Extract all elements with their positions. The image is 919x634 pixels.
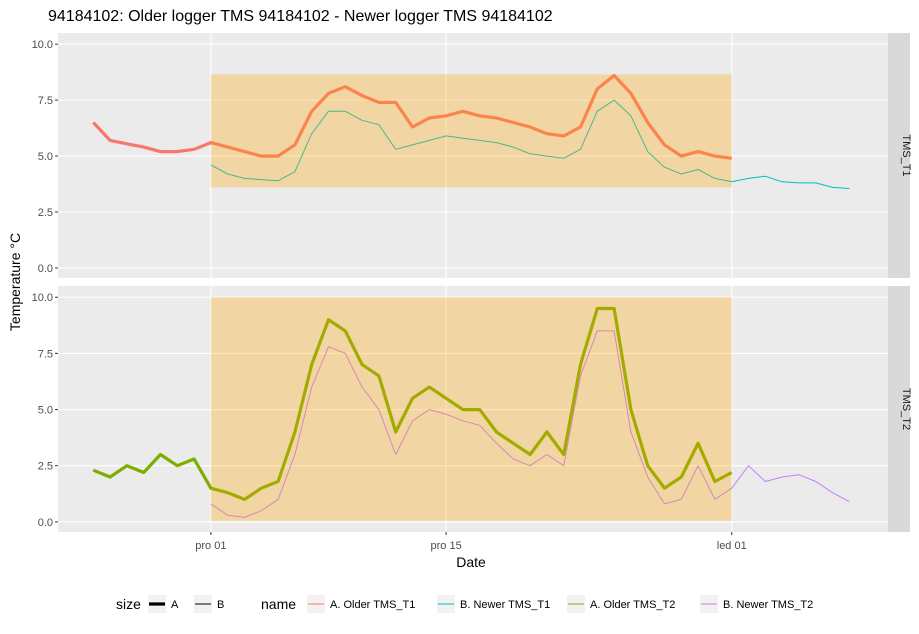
facet-label: TMS_T1 <box>900 134 912 176</box>
panel-background <box>58 33 888 278</box>
y-tick-label: 7.5 <box>38 95 53 107</box>
highlight-band <box>210 74 732 188</box>
y-tick-label: 2.5 <box>38 207 53 219</box>
legend-label: A. Older TMS_T1 <box>330 599 415 611</box>
x-axis-title: Date <box>456 554 486 570</box>
y-tick-label: 5.0 <box>38 405 53 417</box>
legend-label: A. Older TMS_T2 <box>590 599 675 611</box>
y-axis-title: Temperature °C <box>7 233 23 331</box>
y-tick-label: 0.0 <box>38 517 53 529</box>
facet-strip <box>888 33 910 278</box>
y-tick-label: 7.5 <box>38 348 53 360</box>
x-tick-label: pro 15 <box>431 540 462 552</box>
x-tick-label: pro 01 <box>195 540 226 552</box>
highlight-band <box>210 297 732 521</box>
x-tick-label: led 01 <box>717 540 747 552</box>
series-line <box>210 330 850 518</box>
y-tick-label: 2.5 <box>38 461 53 473</box>
y-tick-label: 0.0 <box>38 263 53 275</box>
legend-label: B <box>217 599 224 611</box>
chart-title: 94184102: Older logger TMS 94184102 - Ne… <box>48 8 553 25</box>
legend-label: B. Newer TMS_T2 <box>723 599 813 611</box>
y-tick-label: 10.0 <box>32 292 53 304</box>
legend-title: name <box>261 596 296 612</box>
facet-strip <box>888 286 910 532</box>
legend-label: B. Newer TMS_T1 <box>460 599 550 611</box>
facet-label: TMS_T2 <box>900 388 912 430</box>
y-tick-label: 10.0 <box>32 39 53 51</box>
y-tick-label: 5.0 <box>38 151 53 163</box>
series-line <box>210 99 850 189</box>
series-line <box>92 306 733 501</box>
series-line <box>92 73 732 160</box>
legend-label: A <box>171 599 179 611</box>
legend-title: size <box>116 596 141 612</box>
